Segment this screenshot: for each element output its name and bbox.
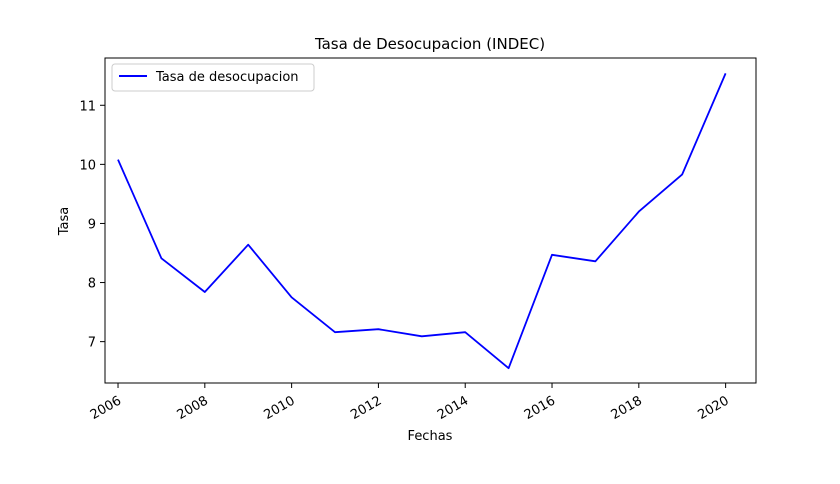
y-axis-label: Tasa (57, 207, 72, 237)
x-axis-ticks: 2006 2008 2010 2012 2014 2016 2018 2020 (88, 383, 732, 423)
x-axis-label: Fechas (408, 429, 453, 444)
y-tick-label: 8 (88, 277, 96, 292)
y-tick-label: 7 (88, 336, 96, 351)
x-tick-label: 2006 (88, 393, 124, 423)
y-tick-label: 11 (79, 99, 96, 114)
x-tick-label: 2016 (522, 393, 558, 423)
y-axis-ticks: 7 8 9 10 11 (79, 99, 105, 350)
x-tick-label: 2008 (175, 393, 211, 423)
x-tick-label: 2018 (609, 393, 645, 423)
y-tick-label: 10 (79, 158, 96, 173)
x-tick-label: 2012 (348, 393, 384, 423)
x-tick-label: 2014 (435, 393, 471, 423)
legend-label: Tasa de desocupacion (155, 70, 299, 85)
series-layer (118, 73, 726, 368)
legend: Tasa de desocupacion (112, 64, 314, 91)
chart-title: Tasa de Desocupacion (INDEC) (314, 35, 545, 53)
plot-frame (105, 58, 756, 383)
x-tick-label: 2020 (695, 393, 731, 423)
series-line (118, 73, 726, 368)
y-tick-label: 9 (88, 217, 96, 232)
x-tick-label: 2010 (261, 393, 297, 423)
